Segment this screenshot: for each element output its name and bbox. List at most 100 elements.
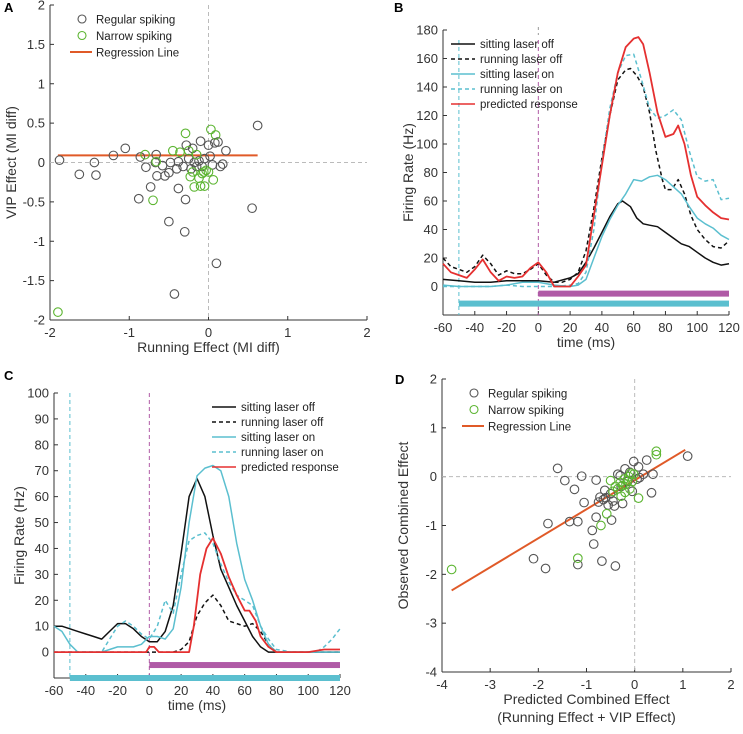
data-point <box>205 151 215 162</box>
y-tick-label: 0 <box>430 469 437 484</box>
data-point <box>247 203 257 214</box>
legend: sitting laser off running laser off sittin… <box>451 39 578 111</box>
y-tick-label: 2 <box>38 0 45 13</box>
data-point <box>576 471 587 482</box>
data-point <box>91 170 101 180</box>
data-point <box>627 486 638 497</box>
panel-a: A -2 -1 0 1 2 -2 -1.5 -1 -0.5 0 0.5 1 1.5 2 Running Eff… <box>3 0 371 355</box>
data-point <box>173 183 184 194</box>
data-point <box>608 496 618 506</box>
x-tick-label: 0 <box>146 683 153 698</box>
data-point <box>183 145 194 156</box>
y-tick-label: 180 <box>416 23 438 38</box>
x-tick-label: -60 <box>434 320 453 335</box>
data-point <box>601 508 612 519</box>
y-tick-label: 140 <box>416 80 438 95</box>
data-point <box>627 476 638 487</box>
data-point <box>151 156 162 167</box>
legend-label: predicted response <box>480 99 578 111</box>
x-tick-label: 2 <box>363 325 370 340</box>
x-tick-label: 0 <box>205 325 212 340</box>
x-tick-label: 0 <box>631 677 638 692</box>
series-running-laser-on <box>54 532 341 653</box>
legend-label: Narrow spiking <box>488 405 564 417</box>
x-tick-label: 120 <box>329 683 351 698</box>
legend-label: predicted response <box>241 462 339 474</box>
data-point <box>682 451 693 462</box>
x-tick-label: 100 <box>297 683 319 698</box>
panel-label: B <box>394 0 403 15</box>
data-point <box>171 163 182 174</box>
data-point <box>198 167 209 177</box>
data-point <box>651 449 662 460</box>
data-point <box>221 145 231 156</box>
series-sitting-laser-on <box>53 464 340 653</box>
data-point <box>569 484 580 495</box>
data-point <box>54 155 65 165</box>
data-point <box>606 515 617 525</box>
y-axis-label: VIP Effect (MI diff) <box>3 106 19 219</box>
series-sitting-laser-off <box>442 200 730 283</box>
legend-label: running laser on <box>480 84 562 96</box>
x-axis-label: Running Effect (MI diff) <box>137 339 280 355</box>
x-tick-label: 1 <box>284 325 291 340</box>
data-point <box>540 563 551 574</box>
legend-label: running laser off <box>241 417 324 429</box>
x-tick-label: 60 <box>626 320 640 335</box>
data-point <box>252 120 263 131</box>
data-point <box>559 475 570 486</box>
data-point <box>596 520 606 531</box>
x-tick-label: 0 <box>535 320 542 335</box>
data-point <box>195 136 206 147</box>
data-point <box>164 167 174 178</box>
data-point <box>543 518 553 529</box>
y-tick-label: 100 <box>416 137 438 152</box>
series-predicted-response <box>54 537 340 653</box>
legend-marker <box>77 30 87 41</box>
data-point <box>628 469 639 480</box>
data-point <box>180 128 191 139</box>
series-running-laser-off <box>442 67 730 283</box>
data-point <box>552 463 563 474</box>
x-tick-label: -1 <box>581 677 593 692</box>
y-tick-label: -0.5 <box>23 194 45 209</box>
data-point <box>617 498 628 509</box>
data-point <box>572 559 583 570</box>
x-tick-label: 120 <box>718 320 740 335</box>
legend-marker <box>77 14 87 24</box>
data-point <box>206 124 216 135</box>
data-point <box>572 516 583 527</box>
y-tick-label: 1 <box>38 76 45 91</box>
panel-label: A <box>4 0 14 15</box>
panel-c: C -60 -40 -20 0 20 40 60 80 100 120 0 10 20 30 40 50 60 70… <box>4 368 351 713</box>
stimulus-bar <box>69 675 340 681</box>
panel-d: D -4 -3 -2 -1 0 1 2 -4 -3 -2 -1 0 1 2 Predicted Combine… <box>395 372 735 726</box>
x-axis-label: time (ms) <box>557 334 615 350</box>
y-tick-label: 60 <box>35 489 49 504</box>
data-point <box>199 153 210 164</box>
legend-label: running laser off <box>480 54 563 66</box>
data-point <box>595 492 605 503</box>
data-point <box>598 494 609 505</box>
x-axis-label: time (ms) <box>168 697 226 713</box>
data-point <box>181 140 192 151</box>
y-tick-label: 0.5 <box>27 116 45 131</box>
y-tick-label: -2 <box>425 567 437 582</box>
data-point <box>638 469 649 480</box>
y-axis-label: Firing Rate (Hz) <box>400 123 416 222</box>
x-tick-label: 80 <box>658 320 672 335</box>
panel-label: D <box>395 372 404 387</box>
data-point <box>605 475 616 486</box>
data-point <box>591 475 601 485</box>
y-tick-label: 80 <box>424 165 438 180</box>
data-point <box>217 159 228 169</box>
data-point <box>179 226 190 237</box>
data-point <box>572 553 583 564</box>
y-tick-label: -1 <box>425 518 437 533</box>
legend-label: sitting laser on <box>480 69 554 81</box>
series-narrow-spiking <box>53 124 221 317</box>
x-tick-label: 40 <box>206 683 220 698</box>
y-tick-label: 90 <box>35 411 49 426</box>
y-tick-label: 0 <box>42 645 49 660</box>
data-point <box>641 455 652 465</box>
